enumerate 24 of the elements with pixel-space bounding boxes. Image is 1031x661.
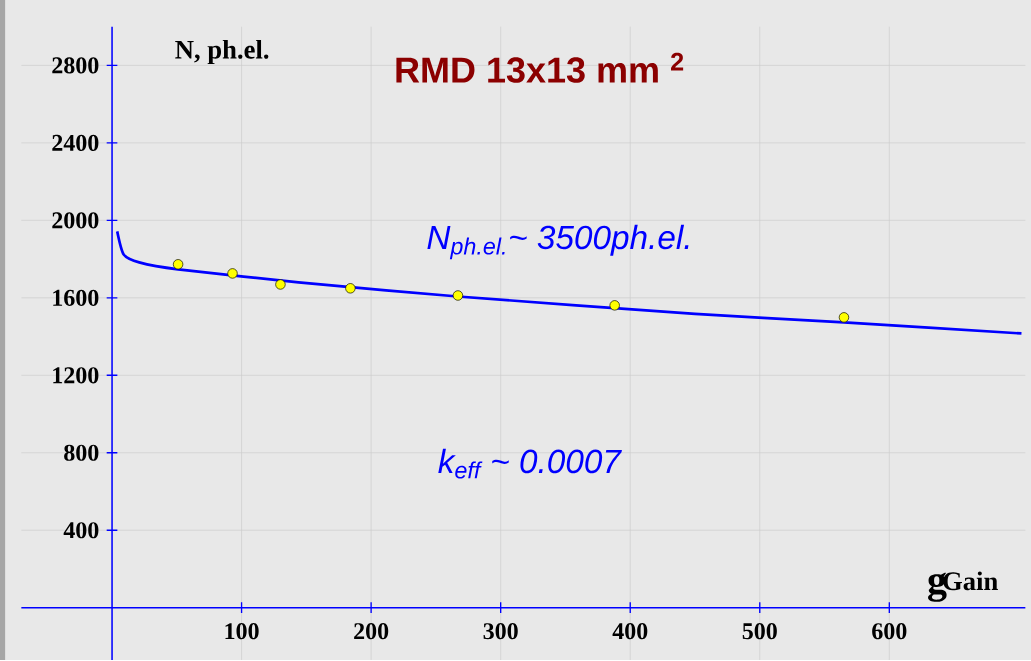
- text: RMD 13x13 mm $^{2}$: [396, 52, 684, 83]
- y-axis-title: N, ph.el.: [175, 39, 269, 65]
- y-tick-label: 2800: [52, 57, 99, 74]
- x-tick-label: 300: [483, 623, 518, 640]
- point: [838, 312, 850, 323]
- y-tick-label: 2400: [52, 134, 99, 152]
- y-tick-label: 400: [63, 522, 99, 539]
- x-tick-label: 500: [742, 623, 777, 640]
- point: [452, 290, 464, 301]
- annotation: k$_{eff}$ ~ 0.0007: [438, 448, 622, 479]
- point: [227, 268, 238, 279]
- point: [275, 279, 286, 290]
- x-tick-label: 200: [354, 623, 389, 640]
- annotation: N$_{ph.el.}$~ 3500ph.el.: [427, 224, 689, 260]
- y-tick-label: 1200: [53, 367, 99, 384]
- y-tick-label: 1600: [53, 289, 99, 306]
- y-tick-label: 2000: [52, 212, 99, 229]
- point: [345, 283, 356, 294]
- point: [172, 259, 184, 270]
- point: [609, 300, 620, 311]
- x-tick-label: 400: [612, 623, 648, 640]
- x-tick-label: 100: [225, 623, 259, 640]
- x-tick-label: 600: [872, 623, 907, 640]
- y-tick-label: 800: [64, 444, 99, 461]
